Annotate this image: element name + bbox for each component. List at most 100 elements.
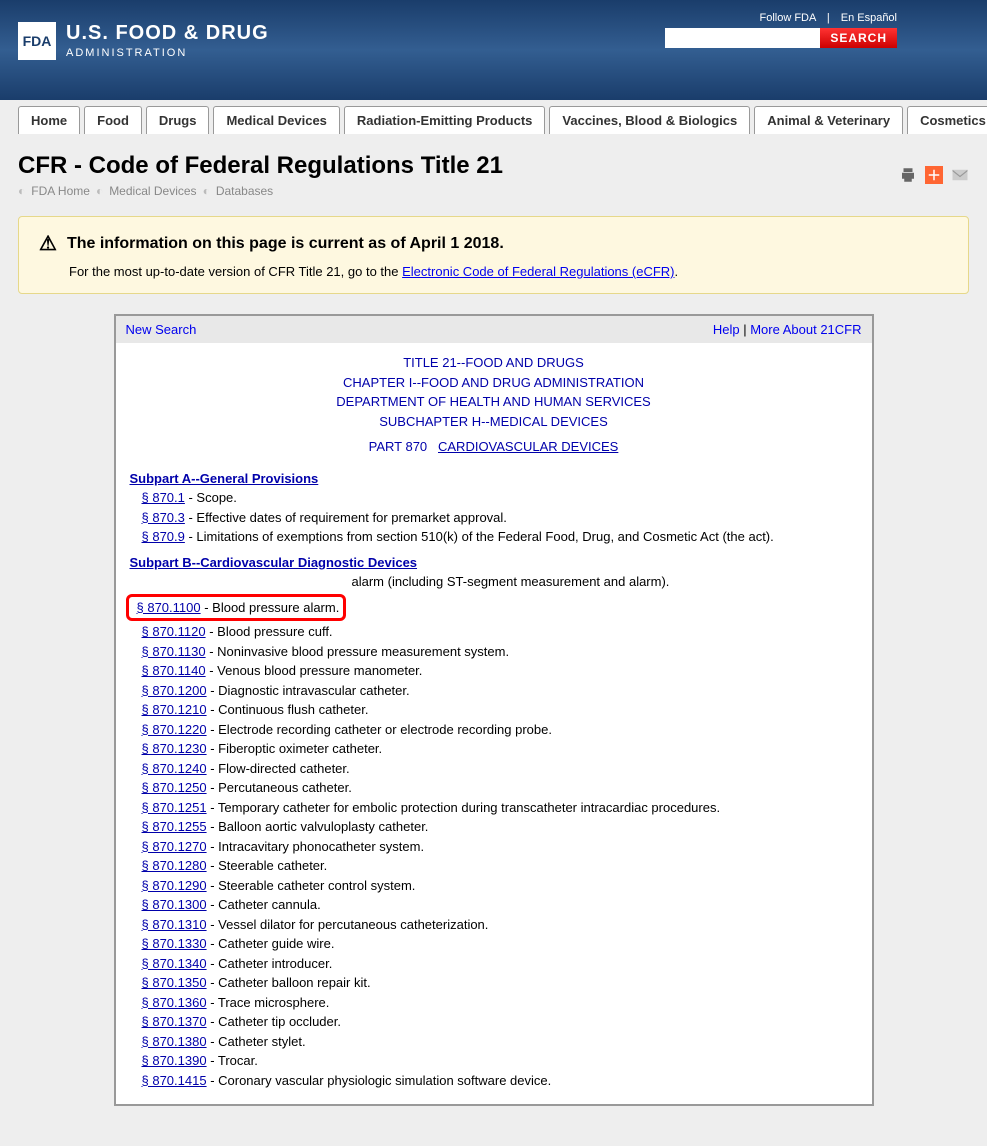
regulation-link[interactable]: § 870.1251: [142, 800, 207, 815]
info-body-post: .: [675, 264, 679, 279]
regulation-link[interactable]: § 870.1230: [142, 741, 207, 756]
regulation-desc: - Fiberoptic oximeter catheter.: [207, 741, 383, 756]
center-line: SUBCHAPTER H--MEDICAL DEVICES: [126, 412, 862, 432]
regulation-desc: - Trace microsphere.: [207, 995, 330, 1010]
regulation-link[interactable]: § 870.1120: [142, 624, 206, 639]
search-button[interactable]: SEARCH: [820, 28, 897, 48]
regulation-link[interactable]: § 870.1240: [142, 761, 207, 776]
regulation-row: § 870.1130 - Noninvasive blood pressure …: [142, 642, 858, 662]
regulation-link[interactable]: § 870.1350: [142, 975, 207, 990]
regulation-link[interactable]: § 870.1100: [137, 600, 201, 615]
crumb-arrow-icon: ◐: [203, 184, 210, 198]
regulation-row: § 870.1120 - Blood pressure cuff.: [142, 622, 858, 642]
regulation-desc: - Catheter guide wire.: [207, 936, 335, 951]
nav-item-drugs[interactable]: Drugs: [146, 106, 210, 134]
regulation-link[interactable]: § 870.1210: [142, 702, 207, 717]
part-label: PART 870: [369, 439, 438, 454]
regulation-link[interactable]: § 870.1220: [142, 722, 207, 737]
regulation-link[interactable]: § 870.1340: [142, 956, 207, 971]
email-icon[interactable]: [951, 166, 969, 184]
site-header: FDA U.S. FOOD & DRUG ADMINISTRATION Foll…: [0, 0, 987, 100]
regulation-link[interactable]: § 870.1390: [142, 1053, 207, 1068]
info-title-text: The information on this page is current …: [67, 235, 504, 253]
regulation-row: § 870.1270 - Intracavitary phonocatheter…: [142, 837, 858, 857]
nav-item-cosmetics[interactable]: Cosmetics: [907, 106, 987, 134]
nav-item-radiation-emitting-products[interactable]: Radiation-Emitting Products: [344, 106, 546, 134]
regulation-desc: - Limitations of exemptions from section…: [185, 529, 774, 544]
regulation-desc: - Blood pressure alarm.: [201, 600, 340, 615]
subpart-heading[interactable]: Subpart B--Cardiovascular Diagnostic Dev…: [130, 553, 418, 573]
info-box: ⚠ The information on this page is curren…: [18, 216, 969, 294]
regulation-desc: - Coronary vascular physiologic simulati…: [207, 1073, 552, 1088]
nav-item-home[interactable]: Home: [18, 106, 80, 134]
new-search-link[interactable]: New Search: [126, 322, 197, 337]
info-body: For the most up-to-date version of CFR T…: [69, 264, 948, 279]
breadcrumb-link[interactable]: FDA Home: [31, 184, 90, 198]
regulation-desc: - Balloon aortic valvuloplasty catheter.: [207, 819, 429, 834]
primary-nav: HomeFoodDrugsMedical DevicesRadiation-Em…: [0, 100, 987, 134]
regulation-link[interactable]: § 870.3: [142, 510, 185, 525]
regulation-row: § 870.1210 - Continuous flush catheter.: [142, 700, 858, 720]
regulation-link[interactable]: § 870.1130: [142, 644, 206, 659]
regulation-link[interactable]: § 870.1290: [142, 878, 207, 893]
part-row: PART 870 CARDIOVASCULAR DEVICES: [126, 437, 862, 457]
regulation-row: § 870.1255 - Balloon aortic valvuloplast…: [142, 817, 858, 837]
regulation-desc: - Temporary catheter for embolic protect…: [207, 800, 721, 815]
search-row: SEARCH: [665, 28, 897, 48]
search-input[interactable]: [665, 28, 820, 48]
espanol-link[interactable]: En Español: [841, 12, 897, 24]
help-link[interactable]: Help: [713, 322, 740, 337]
center-line: CHAPTER I--FOOD AND DRUG ADMINISTRATION: [126, 373, 862, 393]
regulation-row: § 870.1310 - Vessel dilator for percutan…: [142, 915, 858, 935]
info-body-pre: For the most up-to-date version of CFR T…: [69, 264, 402, 279]
page-body: CFR - Code of Federal Regulations Title …: [0, 134, 987, 1146]
regulation-link[interactable]: § 870.1200: [142, 683, 207, 698]
regulation-link[interactable]: § 870.1415: [142, 1073, 207, 1088]
nav-item-animal-veterinary[interactable]: Animal & Veterinary: [754, 106, 903, 134]
regulation-desc: - Effective dates of requirement for pre…: [185, 510, 507, 525]
panel-center: TITLE 21--FOOD AND DRUGSCHAPTER I--FOOD …: [116, 343, 872, 463]
regulation-link[interactable]: § 870.1360: [142, 995, 207, 1010]
regulation-row: § 870.1290 - Steerable catheter control …: [142, 876, 858, 896]
breadcrumb-link[interactable]: Databases: [216, 184, 273, 198]
breadcrumb-link[interactable]: Medical Devices: [109, 184, 196, 198]
regulation-row: § 870.1300 - Catheter cannula.: [142, 895, 858, 915]
regulation-link[interactable]: § 870.1270: [142, 839, 207, 854]
fda-logo: FDA: [18, 22, 56, 60]
regulation-link[interactable]: § 870.1370: [142, 1014, 207, 1029]
regulation-link[interactable]: § 870.1330: [142, 936, 207, 951]
logo-area: FDA U.S. FOOD & DRUG ADMINISTRATION: [18, 22, 269, 60]
print-icon[interactable]: [899, 166, 917, 184]
more-about-link[interactable]: More About 21CFR: [750, 322, 861, 337]
content-panel: New Search Help | More About 21CFR TITLE…: [114, 314, 874, 1106]
logo-title: U.S. FOOD & DRUG: [66, 22, 269, 45]
part-link[interactable]: CARDIOVASCULAR DEVICES: [438, 439, 618, 454]
nav-item-medical-devices[interactable]: Medical Devices: [213, 106, 339, 134]
regulation-link[interactable]: § 870.1300: [142, 897, 207, 912]
regulation-link[interactable]: § 870.1: [142, 490, 185, 505]
regulation-desc: - Scope.: [185, 490, 237, 505]
regulation-link[interactable]: § 870.1140: [142, 663, 206, 678]
ecfr-link[interactable]: Electronic Code of Federal Regulations (…: [402, 264, 674, 279]
regulation-link[interactable]: § 870.1255: [142, 819, 207, 834]
nav-item-food[interactable]: Food: [84, 106, 142, 134]
highlight-box: § 870.1100 - Blood pressure alarm.: [126, 594, 347, 622]
regulation-link[interactable]: § 870.9: [142, 529, 185, 544]
nav-item-vaccines-blood-biologics[interactable]: Vaccines, Blood & Biologics: [549, 106, 750, 134]
regulation-desc: - Blood pressure cuff.: [206, 624, 333, 639]
regulation-row: § 870.1250 - Percutaneous catheter.: [142, 778, 858, 798]
logo-subtitle: ADMINISTRATION: [66, 47, 269, 59]
regulation-row: § 870.9 - Limitations of exemptions from…: [142, 527, 858, 547]
regulation-link[interactable]: § 870.1280: [142, 858, 207, 873]
top-links: Follow FDA | En Español: [760, 12, 898, 24]
regulation-link[interactable]: § 870.1310: [142, 917, 207, 932]
regulation-link[interactable]: § 870.1250: [142, 780, 207, 795]
share-icon[interactable]: [925, 166, 943, 184]
subpart-heading[interactable]: Subpart A--General Provisions: [130, 469, 319, 489]
follow-fda-link[interactable]: Follow FDA: [760, 12, 816, 24]
panel-head: New Search Help | More About 21CFR: [116, 316, 872, 343]
regulation-row: § 870.1140 - Venous blood pressure manom…: [142, 661, 858, 681]
regulation-link[interactable]: § 870.1380: [142, 1034, 207, 1049]
regulation-row: § 870.1230 - Fiberoptic oximeter cathete…: [142, 739, 858, 759]
regulation-desc: - Continuous flush catheter.: [207, 702, 369, 717]
